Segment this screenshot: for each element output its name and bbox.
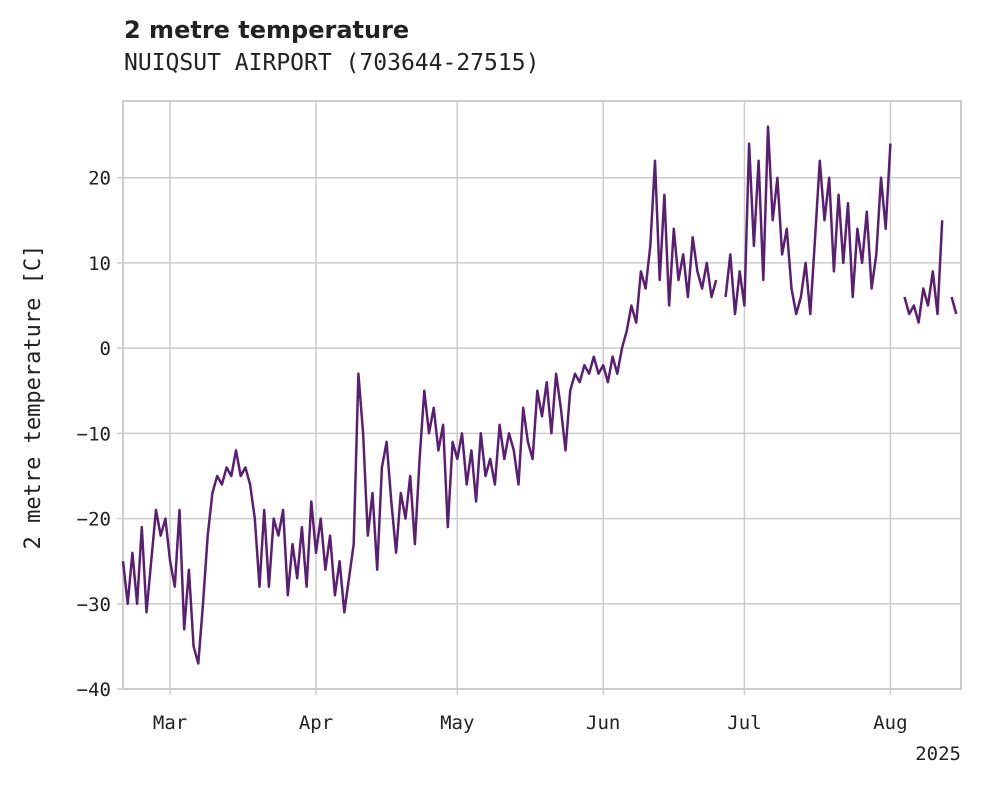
series-group	[121, 125, 958, 665]
y-tick-label: 10	[88, 253, 111, 275]
x-year-label: 2025	[915, 743, 961, 765]
temperature-line	[121, 159, 718, 665]
x-tick-label: Aug	[873, 712, 907, 734]
chart-title: 2 metre temperature	[124, 16, 410, 44]
x-tick-label: Mar	[153, 712, 187, 734]
temperature-line	[724, 125, 892, 316]
y-tick-label: −40	[77, 679, 111, 701]
chart-subtitle: NUIQSUT AIRPORT (703644-27515)	[124, 50, 540, 76]
x-tick-label: May	[440, 712, 474, 734]
y-tick-label: −30	[77, 594, 111, 616]
y-tick-label: −10	[77, 423, 111, 445]
y-axis-label: 2 metre temperature [C]	[21, 245, 46, 550]
y-ticks: −40 −30 −20 −10 0 10 20	[77, 168, 123, 701]
x-tick-label: Jul	[727, 712, 761, 734]
temperature-line	[950, 296, 958, 315]
x-tick-label: Jun	[586, 712, 620, 734]
x-ticks: Mar Apr May Jun Jul Aug	[153, 689, 908, 734]
x-tick-label: Apr	[299, 712, 333, 734]
grid-lines	[123, 101, 961, 690]
y-tick-label: 20	[88, 168, 111, 190]
y-tick-label: −20	[77, 509, 111, 531]
plot-frame	[122, 100, 962, 690]
y-tick-label: 0	[100, 338, 111, 360]
temperature-line	[903, 220, 944, 324]
